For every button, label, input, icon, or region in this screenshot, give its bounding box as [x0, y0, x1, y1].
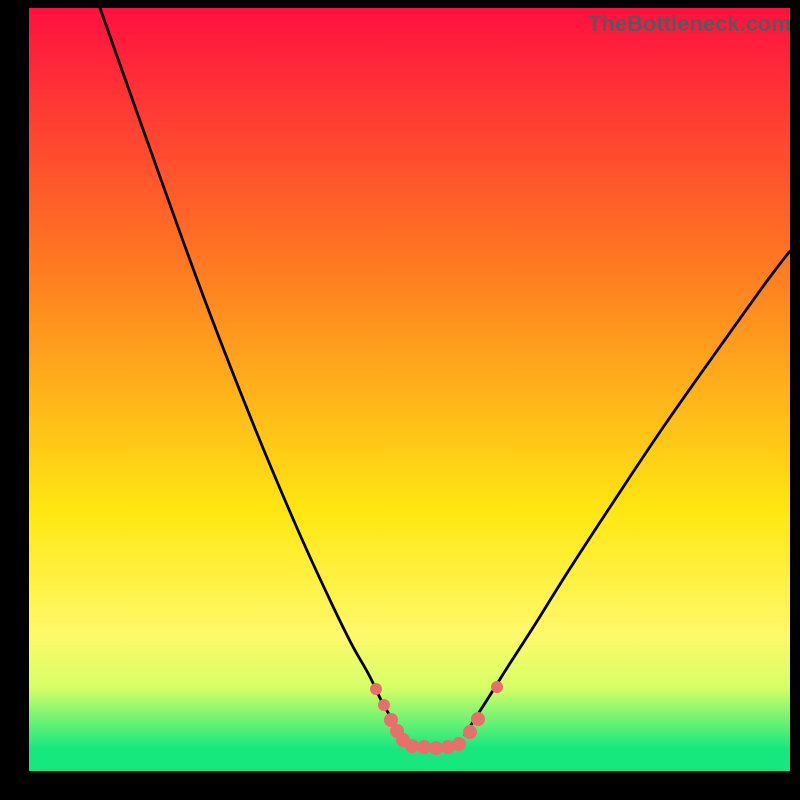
chart-frame: TheBottleneck.com	[0, 0, 800, 800]
data-marker	[405, 739, 419, 753]
data-marker	[463, 725, 477, 739]
data-marker	[429, 741, 443, 755]
data-marker	[378, 699, 390, 711]
right-curve	[465, 251, 790, 735]
data-marker	[471, 712, 485, 726]
watermark-text: TheBottleneck.com	[588, 11, 791, 37]
data-marker	[441, 740, 455, 754]
left-curve	[100, 8, 399, 735]
data-marker	[417, 740, 431, 754]
curves-layer	[29, 8, 790, 771]
data-marker	[452, 737, 466, 751]
data-marker	[384, 713, 398, 727]
data-marker	[390, 724, 404, 738]
data-marker	[396, 733, 410, 747]
plot-area	[29, 8, 790, 771]
data-marker	[491, 681, 503, 693]
data-marker	[370, 683, 382, 695]
